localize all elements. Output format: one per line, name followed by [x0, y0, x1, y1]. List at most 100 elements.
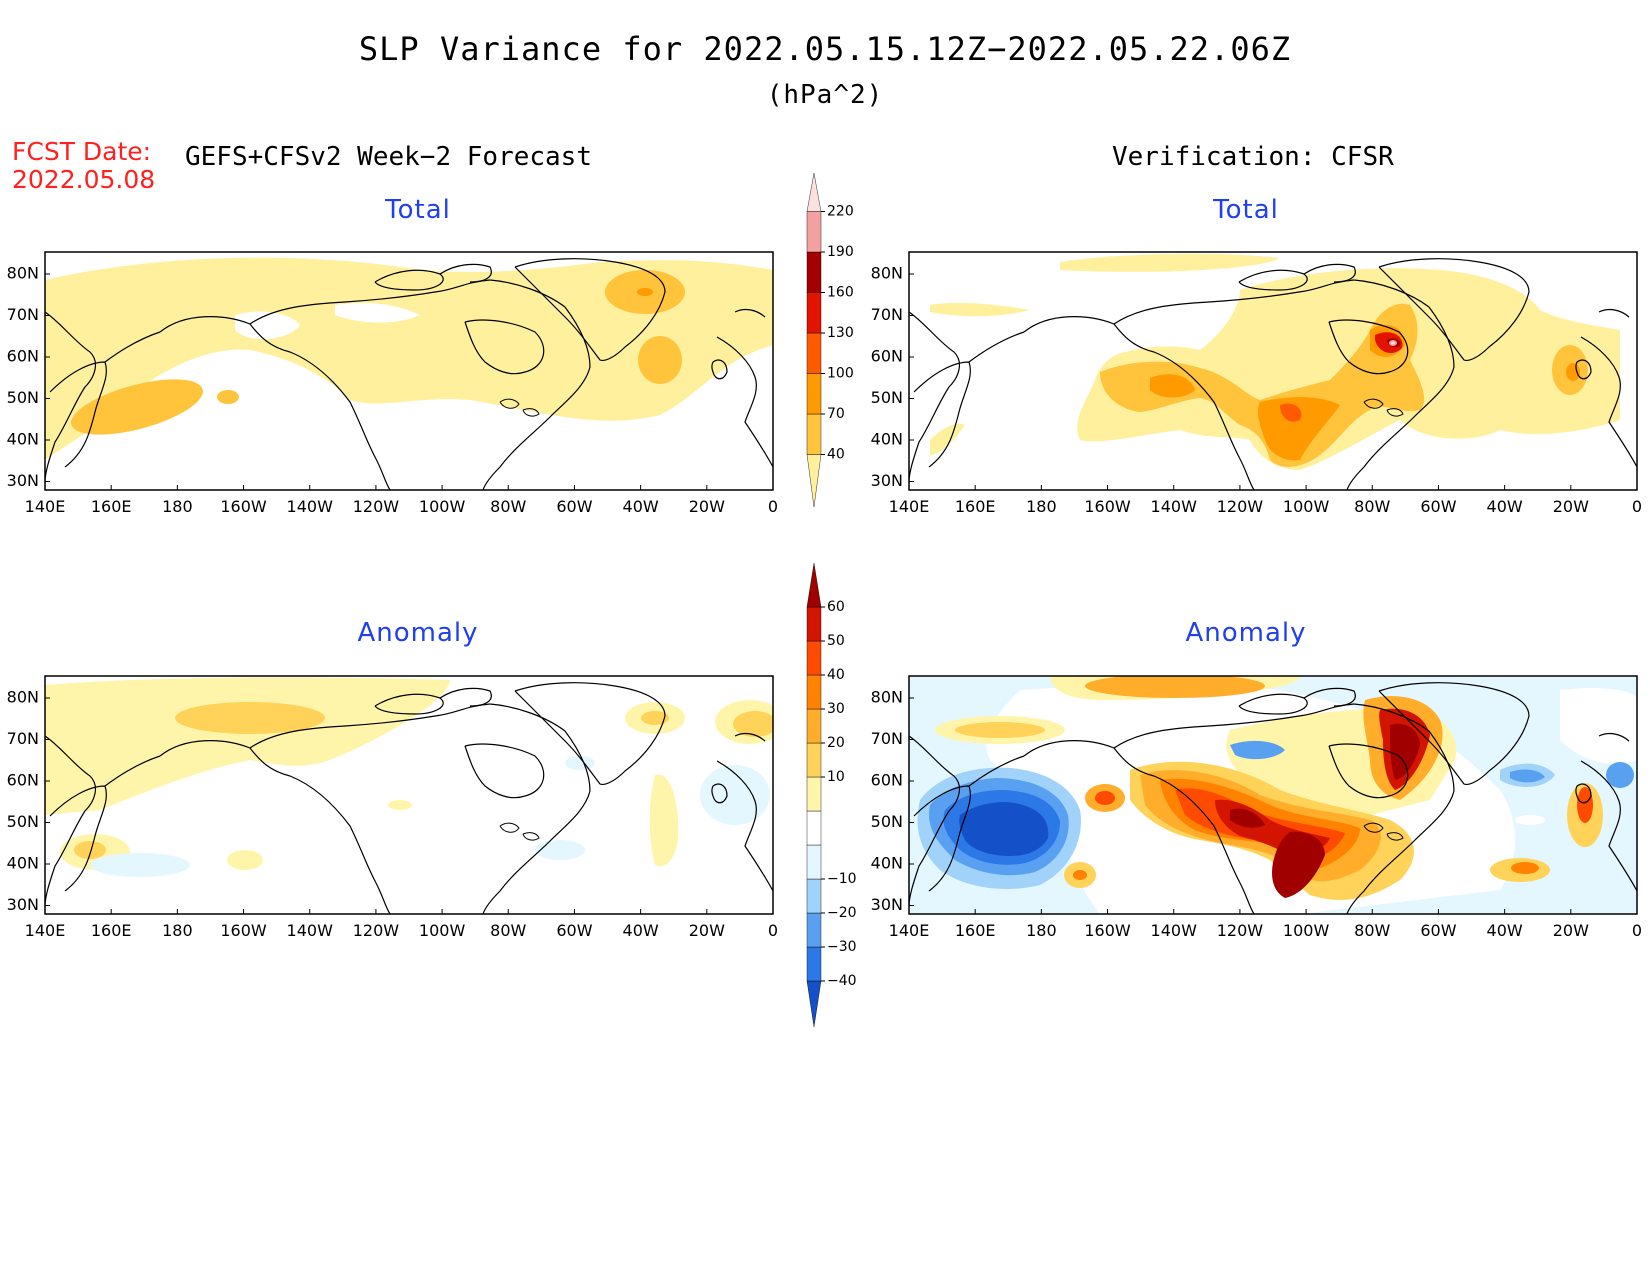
- lon-tick-label: 100W: [419, 921, 466, 940]
- lon-tick-label: 140W: [287, 921, 334, 940]
- anomaly-colorbar-swatch: [806, 606, 822, 642]
- lat-tick-label: 40N: [871, 430, 903, 449]
- lat-tick-label: 60N: [7, 771, 39, 790]
- total-colorbar-level-label: 220: [827, 204, 854, 220]
- lon-tick-label: 120W: [1217, 497, 1264, 516]
- verification-total-frame: [908, 251, 1638, 491]
- anomaly-colorbar-swatch: [806, 980, 822, 1028]
- total-colorbar-level-label: 130: [827, 325, 854, 341]
- lon-tick-label: 140W: [1151, 497, 1198, 516]
- lat-tick-label: 30N: [871, 895, 903, 914]
- lon-tick-label: 160E: [955, 497, 996, 516]
- lon-tick-label: 80W: [490, 921, 526, 940]
- lat-tick-label: 50N: [7, 812, 39, 831]
- lon-tick-label: 160E: [91, 921, 132, 940]
- lon-tick-label: 100W: [1283, 497, 1330, 516]
- total-colorbar-swatch: [806, 373, 822, 415]
- axis-labels: 80N 70N 60N 50N 40N 30N 140E 160E 180 160W 140W 120…: [7, 264, 1642, 941]
- lon-tick-label: 180: [162, 921, 193, 940]
- lat-tick-label: 40N: [7, 854, 39, 873]
- lat-tick-label: 50N: [871, 388, 903, 407]
- lon-tick-label: 0: [768, 497, 778, 516]
- lon-tick-label: 40W: [623, 921, 659, 940]
- verification-total-field: [909, 252, 1637, 490]
- verification-heading: Verification: CFSR: [1112, 142, 1394, 172]
- lon-tick-label: 80W: [1354, 497, 1390, 516]
- lon-tick-label: 0: [1632, 921, 1642, 940]
- lat-tick-label: 70N: [7, 729, 39, 748]
- total-colorbar-level-label: 190: [827, 244, 854, 260]
- panel-subtitle-forecast-total: Total: [385, 195, 451, 225]
- lat-tick-label: 30N: [7, 895, 39, 914]
- forecast-date-value: 2022.05.08: [12, 165, 156, 194]
- lat-tick-label: 50N: [871, 812, 903, 831]
- lon-tick-label: 120W: [353, 921, 400, 940]
- anomaly-colorbar-level-label: 50: [827, 633, 845, 649]
- forecast-anomaly-field: [45, 676, 773, 914]
- lon-tick-label: 120W: [1217, 921, 1264, 940]
- forecast-anomaly-frame: [44, 675, 774, 915]
- lon-tick-label: 60W: [556, 497, 592, 516]
- lon-tick-label: 160E: [91, 497, 132, 516]
- anomaly-colorbar-swatch: [806, 878, 822, 914]
- total-colorbar-swatch: [806, 454, 822, 508]
- lat-tick-label: 50N: [7, 388, 39, 407]
- anomaly-colorbar-swatch: [806, 640, 822, 676]
- total-colorbar-swatch: [806, 251, 822, 293]
- units-label: (hPa^2): [766, 80, 884, 110]
- total-colorbar-swatch: [806, 211, 822, 253]
- lon-tick-label: 160W: [1084, 921, 1131, 940]
- lon-tick-label: 100W: [1283, 921, 1330, 940]
- lon-tick-label: 80W: [1354, 921, 1390, 940]
- lon-tick-label: 80W: [490, 497, 526, 516]
- lon-tick-label: 40W: [1487, 921, 1523, 940]
- verification-anomaly-field: [909, 676, 1637, 914]
- anomaly-colorbar-swatch: [806, 912, 822, 948]
- total-colorbar-swatch: [806, 332, 822, 374]
- lon-tick-label: 100W: [419, 497, 466, 516]
- lon-tick-label: 180: [1026, 497, 1057, 516]
- anomaly-colorbar-swatch: [806, 742, 822, 778]
- lat-tick-label: 30N: [871, 471, 903, 490]
- lon-tick-label: 160W: [220, 497, 267, 516]
- panel-subtitle-verification-total: Total: [1213, 195, 1279, 225]
- lon-tick-label: 140E: [889, 921, 930, 940]
- lon-tick-label: 60W: [556, 921, 592, 940]
- anomaly-colorbar-level-label: 20: [827, 735, 845, 751]
- anomaly-colorbar-swatch: [806, 562, 822, 608]
- anomaly-colorbar-swatch: [806, 776, 822, 812]
- panel-subtitle-forecast-anomaly: Anomaly: [357, 618, 479, 648]
- total-colorbar-swatch: [806, 292, 822, 334]
- total-colorbar-level-label: 100: [827, 366, 854, 382]
- lat-tick-label: 30N: [7, 471, 39, 490]
- anomaly-colorbar-swatch: [806, 674, 822, 710]
- anomaly-colorbar-level-label: 30: [827, 701, 845, 717]
- total-colorbar-level-label: 160: [827, 285, 854, 301]
- colorbars: 40 70 100 130 160 190 220 −40 −30 −20 −10 10 20 30 40 5…: [806, 172, 857, 1028]
- verification-anomaly-frame: [908, 675, 1638, 915]
- lon-tick-label: 0: [768, 921, 778, 940]
- lat-tick-label: 40N: [7, 430, 39, 449]
- lat-tick-label: 70N: [7, 305, 39, 324]
- lat-tick-label: 40N: [871, 854, 903, 873]
- lon-tick-label: 40W: [1487, 497, 1523, 516]
- anomaly-colorbar-level-label: −20: [827, 905, 857, 921]
- lon-tick-label: 140E: [25, 921, 66, 940]
- lat-tick-label: 70N: [871, 729, 903, 748]
- anomaly-colorbar-level-label: 60: [827, 599, 845, 615]
- lon-tick-label: 160E: [955, 921, 996, 940]
- lon-tick-label: 20W: [689, 497, 725, 516]
- lon-tick-label: 180: [1026, 921, 1057, 940]
- panel-subtitle-verification-anomaly: Anomaly: [1185, 618, 1307, 648]
- lon-tick-label: 60W: [1420, 497, 1456, 516]
- lon-tick-label: 20W: [689, 921, 725, 940]
- lon-tick-label: 140E: [889, 497, 930, 516]
- main-title: SLP Variance for 2022.05.15.12Z−2022.05.…: [358, 30, 1292, 68]
- lon-tick-label: 20W: [1553, 497, 1589, 516]
- forecast-total-frame: [44, 251, 774, 491]
- anomaly-colorbar-level-label: −30: [827, 939, 857, 955]
- anomaly-colorbar-swatch: [806, 844, 822, 880]
- lat-tick-label: 80N: [871, 264, 903, 283]
- lon-tick-label: 40W: [623, 497, 659, 516]
